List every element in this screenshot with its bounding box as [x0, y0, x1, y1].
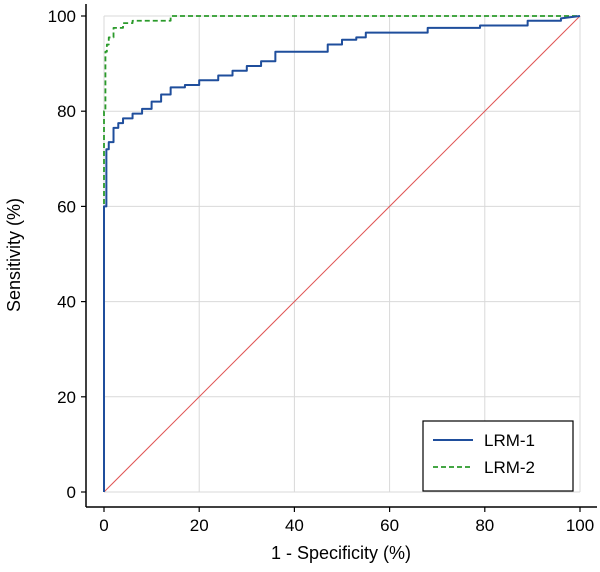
- y-tick-label-60: 60: [57, 197, 76, 216]
- series-line-lrm-1: [103, 15, 581, 492]
- y-tick-label-100: 100: [48, 7, 76, 26]
- y-tick-label-20: 20: [57, 388, 76, 407]
- y-tick-label-80: 80: [57, 102, 76, 121]
- series-layer: [103, 15, 581, 493]
- axes-layer: [85, 4, 597, 508]
- legend-label-lrm-1: LRM-1: [484, 431, 535, 450]
- y-tick-label-40: 40: [57, 293, 76, 312]
- x-tick-label-40: 40: [285, 516, 304, 535]
- legend-label-lrm-2: LRM-2: [484, 458, 535, 477]
- x-tick-label-80: 80: [475, 516, 494, 535]
- y-axis-title: Sensitivity (%): [4, 198, 24, 312]
- x-tick-label-20: 20: [190, 516, 209, 535]
- x-tick-label-60: 60: [380, 516, 399, 535]
- grid-layer: [103, 15, 581, 493]
- reference-diagonal-line: [103, 15, 581, 493]
- x-tick-label-0: 0: [99, 516, 108, 535]
- series-line-lrm-2: [103, 15, 580, 492]
- y-tick-label-0: 0: [67, 483, 76, 502]
- x-axis-title: 1 - Specificity (%): [271, 543, 411, 563]
- ticks-layer: 0 20 40 60 80 100 0 20 40 60 80 100: [48, 7, 595, 535]
- x-tick-label-100: 100: [566, 516, 594, 535]
- legend: LRM-1 LRM-2: [422, 420, 574, 492]
- legend-box: [422, 420, 574, 492]
